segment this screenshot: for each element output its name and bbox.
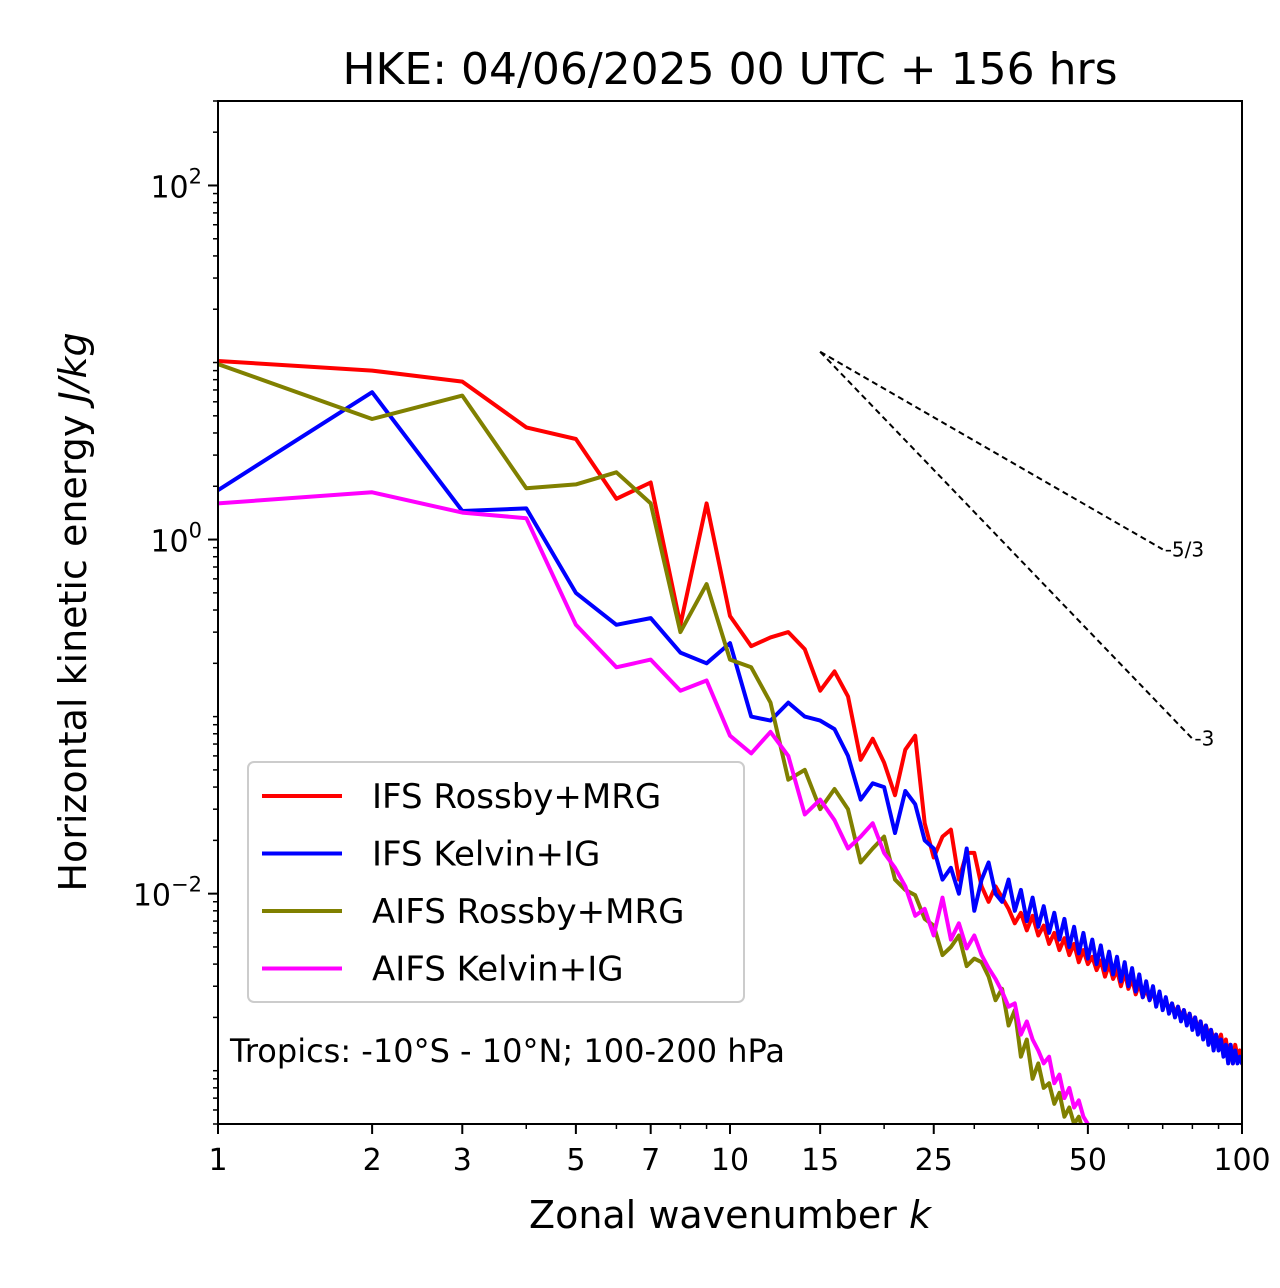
y-tick-label: 100 [150, 519, 202, 560]
x-tick-label: 50 [1069, 1143, 1107, 1178]
series-line-2 [218, 390, 1242, 1066]
region-annotation: Tropics: -10°S - 10°N; 100-200 hPa [229, 1032, 785, 1070]
x-tick-label: 25 [915, 1143, 953, 1178]
y-tick-base: 10 [133, 879, 171, 914]
x-tick-label: 100 [1213, 1143, 1270, 1178]
x-axis-label-variable: k [909, 1193, 933, 1237]
y-axis-label-text: Horizontal kinetic energy [51, 415, 95, 892]
legend-frame [247, 761, 745, 1003]
x-axis-label-text: Zonal wavenumber [529, 1193, 897, 1237]
y-tick-exponent: 2 [189, 164, 202, 188]
series-line-4 [218, 490, 1090, 1124]
x-tick-label: 2 [363, 1143, 382, 1178]
x-tick-label: 10 [711, 1143, 749, 1178]
legend-label-1: IFS Rossby+MRG [372, 777, 661, 817]
y-axis-label-unit: J/kg [51, 332, 95, 409]
legend: IFS Rossby+MRG IFS Kelvin+IG AIFS Rossby+M… [247, 761, 745, 1003]
x-tick-label: 15 [801, 1143, 839, 1178]
x-tick-label: 7 [641, 1143, 660, 1178]
series-layer [218, 359, 1242, 1124]
slope-label-2: -3 [1194, 727, 1214, 751]
y-tick-base: 10 [150, 525, 188, 560]
slope-label-1: -5/3 [1165, 537, 1204, 561]
y-tick-exponent: 0 [189, 519, 202, 543]
x-axis-label: Zonal wavenumber k [529, 1193, 933, 1237]
legend-label-3: AIFS Rossby+MRG [372, 892, 684, 932]
x-tick-label: 5 [566, 1143, 585, 1178]
y-tick-label: 10−2 [133, 873, 202, 914]
y-axis-label: Horizontal kinetic energy J/kg [51, 332, 95, 891]
legend-label-4: AIFS Kelvin+IG [372, 950, 624, 990]
reference-slopes: -5/3 -3 [819, 350, 1214, 751]
y-tick-label: 102 [150, 164, 202, 205]
series-line-3 [218, 362, 1084, 1124]
chart-title: HKE: 04/06/2025 00 UTC + 156 hrs [342, 44, 1117, 95]
legend-label-2: IFS Kelvin+IG [372, 835, 600, 875]
y-tick-base: 10 [150, 170, 188, 205]
x-tick-label: 3 [453, 1143, 472, 1178]
x-tick-label: 1 [208, 1143, 227, 1178]
slope-line-1 [819, 350, 1164, 551]
y-tick-exponent: −2 [171, 873, 202, 897]
